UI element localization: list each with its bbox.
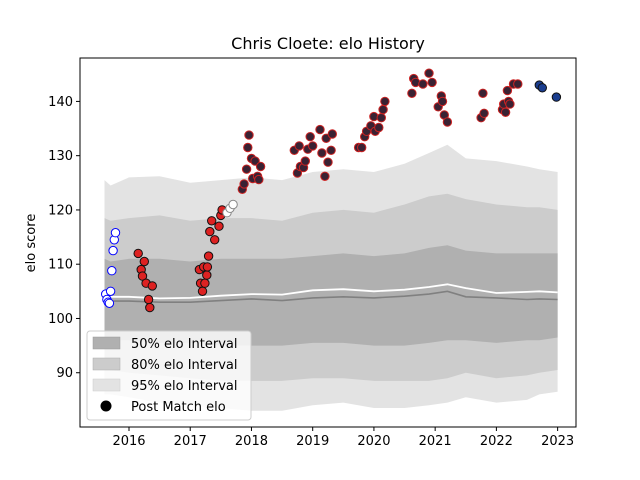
plot-frame bbox=[79, 57, 577, 428]
y-tick-label: 100 bbox=[48, 312, 73, 327]
data-point-purple-cluster bbox=[502, 85, 513, 96]
data-point-navy-recent bbox=[551, 92, 562, 102]
data-point-red-2017 bbox=[214, 221, 224, 231]
data-point-purple-cluster bbox=[305, 132, 315, 142]
data-point-red-2017 bbox=[205, 226, 215, 237]
x-tick-label: 2020 bbox=[357, 434, 390, 449]
data-point-red-2016 bbox=[139, 256, 150, 267]
data-point-purple-cluster bbox=[254, 174, 264, 185]
data-point-purple-cluster bbox=[244, 130, 254, 140]
data-point-purple-cluster bbox=[442, 117, 453, 127]
data-point-purple-cluster bbox=[505, 99, 515, 109]
data-point-purple-cluster bbox=[241, 164, 252, 174]
data-point-purple-cluster bbox=[407, 88, 417, 99]
data-point-purple-cluster bbox=[294, 141, 304, 151]
data-point-purple-cluster bbox=[308, 141, 318, 151]
data-point-navy-recent bbox=[537, 83, 547, 93]
x-tick-label: 2016 bbox=[112, 434, 145, 449]
data-point-red-2016 bbox=[147, 281, 158, 291]
legend: 50% elo Interval 80% elo Interval 95% el… bbox=[86, 330, 252, 421]
data-point-purple-cluster bbox=[250, 156, 260, 166]
data-point-red-2016 bbox=[145, 302, 155, 313]
x-tick-label: 2021 bbox=[419, 434, 452, 449]
data-point-blue-open bbox=[107, 266, 117, 276]
legend-label-95: 95% elo Interval bbox=[131, 379, 238, 394]
y-tick-label: 130 bbox=[48, 149, 73, 164]
legend-label-80: 80% elo Interval bbox=[131, 358, 238, 373]
data-point-purple-cluster bbox=[374, 122, 384, 133]
data-point-purple-cluster bbox=[500, 107, 511, 118]
data-point-purple-cluster bbox=[479, 108, 489, 119]
x-tick-label: 2019 bbox=[296, 434, 329, 449]
data-point-purple-cluster bbox=[327, 129, 337, 139]
data-point-light-open bbox=[228, 199, 238, 210]
band-50-interval bbox=[104, 245, 558, 346]
data-point-blue-open bbox=[110, 228, 121, 238]
data-point-blue-open bbox=[104, 298, 115, 308]
data-point-blue-open bbox=[105, 286, 116, 296]
data-point-purple-cluster bbox=[243, 142, 253, 153]
y-axis-label: elo score bbox=[24, 214, 39, 273]
data-point-red-2017 bbox=[210, 235, 220, 245]
data-point-red-2017 bbox=[197, 286, 208, 296]
data-point-purple-cluster bbox=[513, 79, 523, 89]
x-tick-label: 2018 bbox=[235, 434, 268, 449]
data-point-purple-cluster bbox=[323, 157, 333, 167]
data-point-purple-cluster bbox=[380, 96, 390, 107]
mean-line bbox=[104, 283, 558, 300]
median-line bbox=[104, 290, 558, 304]
data-point-purple-cluster bbox=[317, 148, 327, 158]
data-point-red-2017 bbox=[207, 216, 217, 226]
legend-swatch-80 bbox=[92, 357, 121, 371]
data-point-red-2017 bbox=[202, 262, 213, 272]
data-point-purple-cluster bbox=[255, 161, 266, 172]
legend-box bbox=[86, 330, 252, 421]
data-point-red-2016 bbox=[133, 248, 143, 259]
data-point-purple-cluster bbox=[437, 96, 448, 107]
x-tick-label: 2017 bbox=[174, 434, 207, 449]
data-point-purple-cluster bbox=[478, 88, 488, 99]
data-point-purple-cluster bbox=[427, 77, 437, 88]
data-point-purple-cluster bbox=[418, 79, 428, 89]
data-point-blue-open bbox=[108, 245, 118, 256]
legend-swatch-95 bbox=[92, 378, 121, 392]
data-point-purple-cluster bbox=[424, 68, 434, 78]
data-point-purple-cluster bbox=[300, 156, 310, 166]
data-point-red-2016 bbox=[143, 294, 154, 305]
x-tick-label: 2023 bbox=[541, 434, 574, 449]
post-match-points bbox=[101, 68, 562, 313]
y-tick-label: 120 bbox=[48, 203, 73, 218]
data-point-purple-cluster bbox=[376, 113, 386, 123]
data-point-purple-cluster bbox=[326, 145, 336, 156]
data-point-red-2017 bbox=[203, 251, 214, 261]
y-tick-label: 140 bbox=[48, 95, 73, 110]
data-point-purple-cluster bbox=[357, 142, 367, 153]
data-point-purple-cluster bbox=[239, 179, 249, 189]
x-tick-label: 2022 bbox=[480, 434, 513, 449]
data-point-purple-cluster bbox=[315, 124, 325, 135]
y-tick-label: 110 bbox=[48, 258, 73, 273]
data-point-purple-cluster bbox=[320, 171, 330, 182]
data-point-purple-cluster bbox=[378, 104, 388, 115]
x-axis: 2016 2017 2018 2019 2020 2021 2022 2023 bbox=[112, 427, 574, 449]
legend-marker-post-match bbox=[100, 400, 112, 412]
data-point-red-2017 bbox=[200, 278, 210, 288]
chart-title: Chris Cloete: elo History bbox=[231, 34, 425, 53]
legend-label-post-match: Post Match elo bbox=[131, 400, 226, 415]
trend-lines bbox=[104, 283, 558, 304]
data-point-red-2017 bbox=[202, 270, 212, 280]
y-axis: 90 100 110 120 130 140 bbox=[48, 95, 80, 381]
legend-label-50: 50% elo Interval bbox=[131, 337, 238, 352]
y-tick-label: 90 bbox=[56, 366, 73, 381]
legend-swatch-50 bbox=[92, 336, 121, 350]
